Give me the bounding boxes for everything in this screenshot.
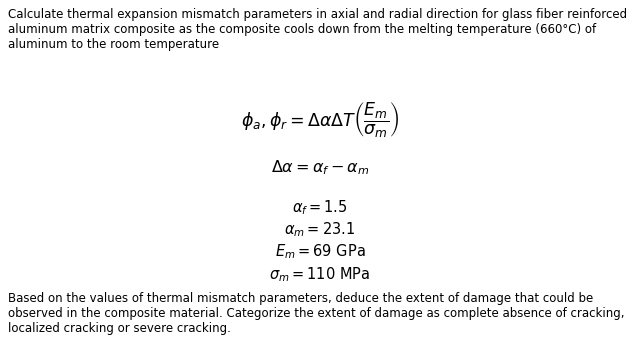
Text: $\alpha_m = 23.1$: $\alpha_m = 23.1$ — [285, 220, 356, 239]
Text: $E_m = 69\ \mathrm{GPa}$: $E_m = 69\ \mathrm{GPa}$ — [274, 242, 365, 261]
Text: aluminum matrix composite as the composite cools down from the melting temperatu: aluminum matrix composite as the composi… — [8, 23, 596, 36]
Text: observed in the composite material. Categorize the extent of damage as complete : observed in the composite material. Cate… — [8, 307, 624, 320]
Text: aluminum to the room temperature: aluminum to the room temperature — [8, 38, 219, 51]
Text: localized cracking or severe cracking.: localized cracking or severe cracking. — [8, 322, 231, 335]
Text: $\Delta\alpha = \alpha_f - \alpha_m$: $\Delta\alpha = \alpha_f - \alpha_m$ — [271, 158, 369, 177]
Text: Based on the values of thermal mismatch parameters, deduce the extent of damage : Based on the values of thermal mismatch … — [8, 292, 594, 305]
Text: Calculate thermal expansion mismatch parameters in axial and radial direction fo: Calculate thermal expansion mismatch par… — [8, 8, 627, 21]
Text: $\alpha_f = 1.5$: $\alpha_f = 1.5$ — [292, 198, 348, 217]
Text: $\sigma_m = 110\ \mathrm{MPa}$: $\sigma_m = 110\ \mathrm{MPa}$ — [269, 265, 370, 284]
Text: $\phi_{a},\phi_{r} = \Delta\alpha\Delta T\left(\dfrac{E_m}{\sigma_m}\right)$: $\phi_{a},\phi_{r} = \Delta\alpha\Delta … — [241, 100, 399, 139]
